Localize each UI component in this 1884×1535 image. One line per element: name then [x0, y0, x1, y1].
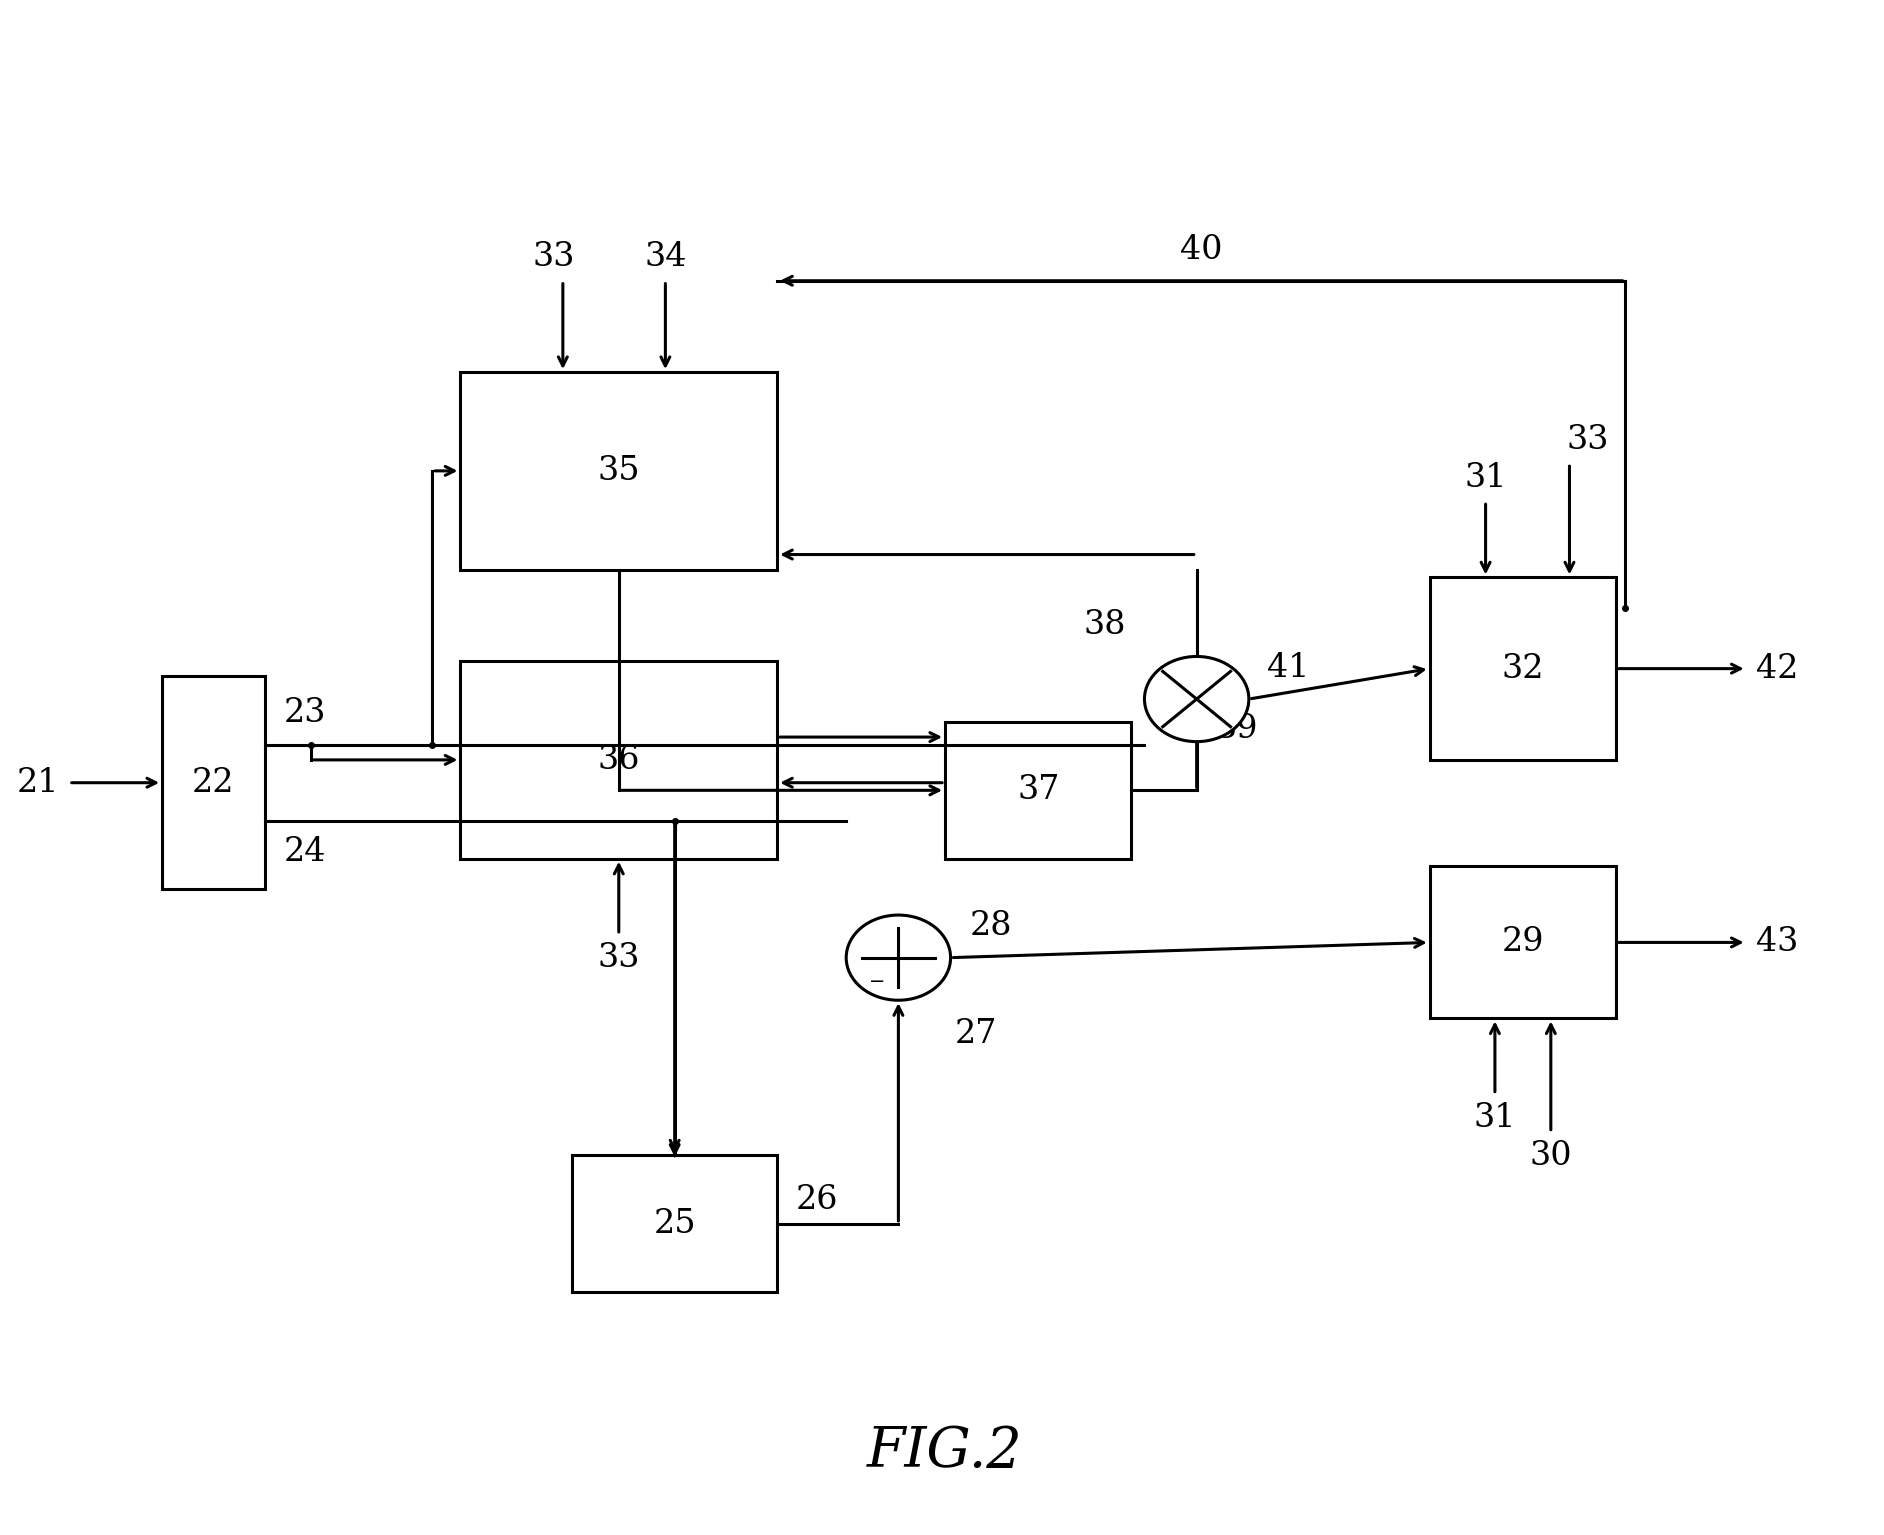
Text: 27: 27 [955, 1019, 997, 1050]
Text: 29: 29 [1502, 927, 1545, 958]
Text: 36: 36 [597, 744, 641, 775]
Text: 39: 39 [1215, 714, 1259, 746]
Text: 23: 23 [283, 697, 326, 729]
Text: 32: 32 [1502, 652, 1545, 685]
Text: 33: 33 [597, 942, 641, 975]
Text: 33: 33 [1567, 424, 1609, 456]
Text: 24: 24 [283, 837, 326, 867]
Text: 42: 42 [1756, 652, 1797, 685]
Bar [1430, 577, 1616, 760]
Bar [460, 371, 778, 569]
Text: 35: 35 [597, 454, 641, 487]
Circle shape [846, 915, 951, 1001]
Text: 30: 30 [1530, 1141, 1571, 1173]
Text: 43: 43 [1756, 927, 1797, 958]
Bar [162, 677, 264, 889]
Text: 22: 22 [192, 766, 236, 798]
Circle shape [1144, 657, 1249, 741]
Text: 33: 33 [533, 241, 575, 273]
Text: 37: 37 [1017, 774, 1059, 806]
Text: 41: 41 [1268, 652, 1309, 683]
Text: 31: 31 [1464, 462, 1507, 494]
Bar [946, 721, 1132, 858]
Text: 28: 28 [968, 910, 1012, 942]
Bar [573, 1156, 778, 1292]
Text: 26: 26 [795, 1183, 838, 1216]
Text: 38: 38 [1083, 609, 1127, 642]
Text: 34: 34 [644, 241, 686, 273]
Text: 40: 40 [1179, 233, 1223, 266]
Text: −: − [869, 972, 885, 990]
Bar [460, 662, 778, 858]
Text: FIG.2: FIG.2 [867, 1424, 1023, 1480]
Text: 31: 31 [1473, 1102, 1517, 1134]
Bar [1430, 866, 1616, 1019]
Text: 21: 21 [17, 766, 60, 798]
Text: 25: 25 [654, 1208, 695, 1240]
